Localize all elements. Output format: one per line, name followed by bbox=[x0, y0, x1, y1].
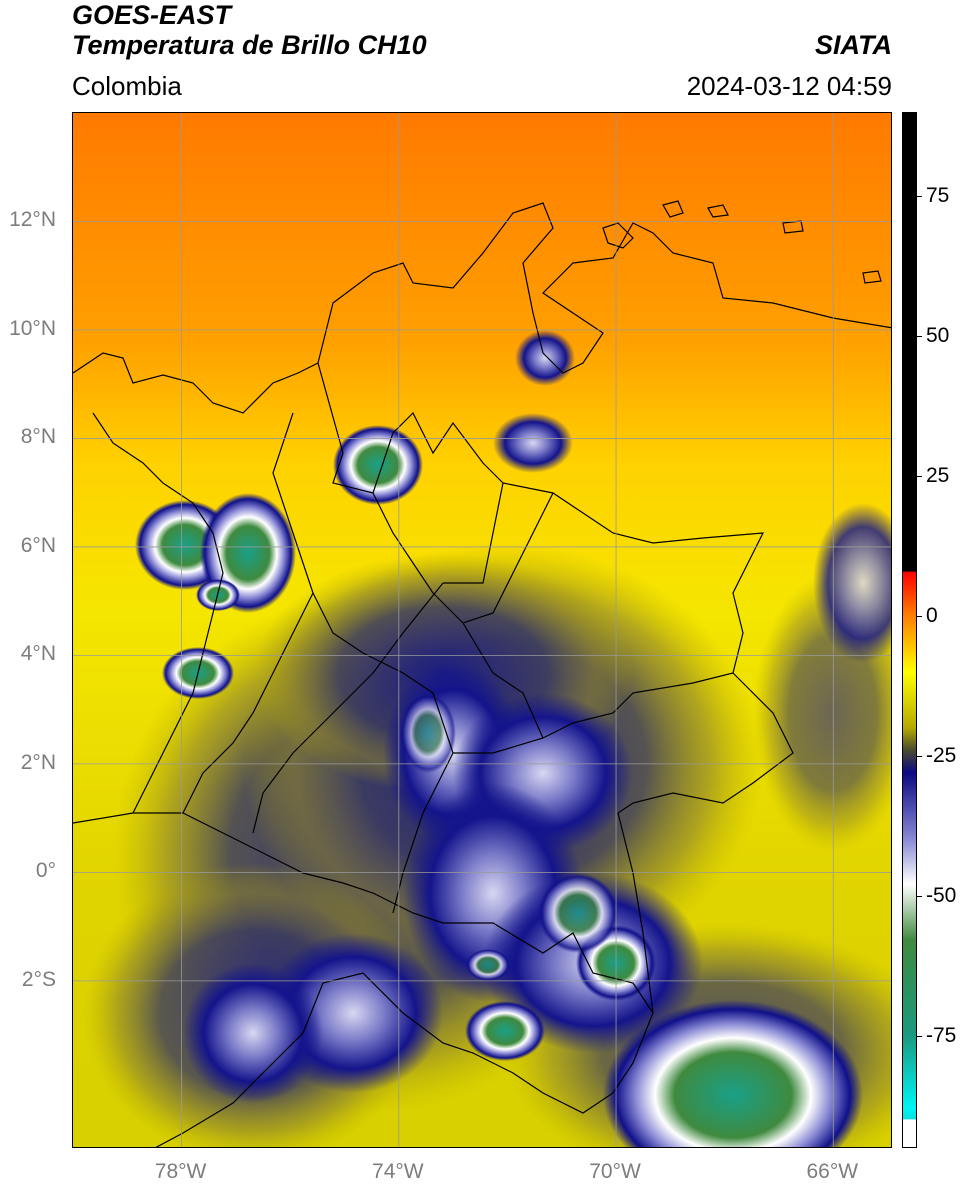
cloud-imagery bbox=[83, 330, 891, 1147]
islands-outline bbox=[602, 200, 882, 284]
colorbar-tick-label: 75 bbox=[926, 184, 950, 207]
colorbar-tick-label: -50 bbox=[926, 884, 957, 907]
lat-tick-label: 10°N bbox=[9, 316, 56, 340]
colorbar-tick-mark bbox=[917, 616, 922, 617]
colorbar-tick-mark bbox=[917, 336, 922, 337]
colorbar-tick-label: -25 bbox=[926, 744, 957, 767]
source-label: SIATA bbox=[815, 30, 892, 60]
colorbar-tick-mark bbox=[917, 896, 922, 897]
lat-tick-label: 12°N bbox=[9, 208, 56, 232]
region-label: Colombia bbox=[72, 71, 182, 101]
lon-tick-label: 70°W bbox=[589, 1160, 641, 1183]
timestamp-label: 2024-03-12 04:59 bbox=[686, 71, 892, 101]
colorbar-tick-label: -75 bbox=[926, 1024, 957, 1047]
graticule bbox=[73, 113, 891, 1147]
colorbar-tick-label: 50 bbox=[926, 324, 950, 347]
colorbar-tick-label: 25 bbox=[926, 464, 950, 487]
colorbar-tick-label: 0 bbox=[926, 604, 938, 627]
lat-tick-label: 8°N bbox=[20, 425, 56, 449]
lon-tick-label: 74°W bbox=[372, 1160, 424, 1183]
colorbar-tick-mark bbox=[917, 196, 922, 197]
map-canvas bbox=[73, 113, 891, 1147]
lat-tick-label: 0° bbox=[35, 859, 56, 883]
colorbar-tick-mark bbox=[917, 476, 922, 477]
lat-tick-label: 4°N bbox=[20, 642, 56, 666]
colorbar bbox=[902, 112, 917, 1148]
colorbar-tick-mark bbox=[917, 1036, 922, 1037]
lat-tick-label: 6°N bbox=[20, 533, 56, 557]
lon-tick-label: 78°W bbox=[154, 1160, 207, 1183]
satellite-title: GOES-EAST bbox=[72, 0, 232, 30]
product-title: Temperatura de Brillo CH10 bbox=[72, 30, 427, 60]
brightness-temperature-map[interactable] bbox=[72, 112, 892, 1148]
lat-tick-label: 2°S bbox=[21, 967, 56, 991]
lon-tick-label: 66°W bbox=[806, 1160, 859, 1183]
colorbar-tick-mark bbox=[917, 756, 922, 757]
lat-tick-label: 2°N bbox=[20, 750, 56, 774]
